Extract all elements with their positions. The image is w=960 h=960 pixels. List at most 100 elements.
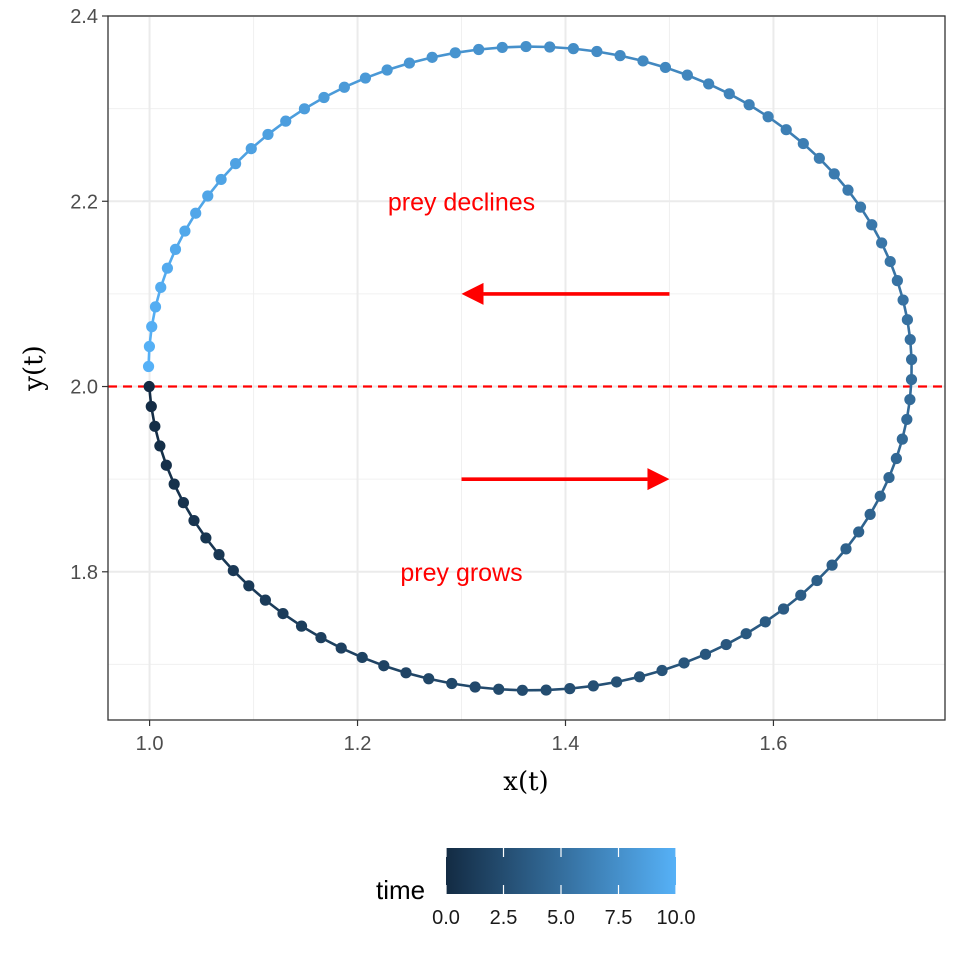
trajectory-point (891, 275, 903, 287)
y-tick-label: 2.0 (70, 377, 98, 399)
trajectory-point (896, 433, 908, 445)
trajectory-point (177, 497, 190, 509)
colorbar-tick-label: 7.5 (605, 907, 633, 929)
trajectory-point (149, 420, 161, 432)
trajectory-point (155, 281, 167, 293)
trajectory-point (423, 673, 435, 685)
trajectory-point (905, 353, 918, 366)
trajectory-point (897, 294, 909, 306)
annotation-layer: prey declines prey grows (388, 188, 535, 587)
trajectory-point (520, 40, 532, 53)
x-axis-title: x(t) (503, 767, 548, 797)
trajectory-point (884, 255, 896, 268)
trajectory-point (854, 201, 867, 213)
y-axis-ticks: 1.8 2.0 2.2 2.4 (70, 6, 108, 584)
colorbar-legend: time 0.0 2.5 5.0 7.5 10.0 (376, 848, 695, 929)
y-axis-title: y(t) (19, 345, 49, 391)
trajectory-point (797, 137, 809, 150)
trajectory-point (149, 301, 162, 313)
trajectory-point (591, 45, 603, 58)
trajectory-point (335, 642, 347, 654)
trajectory-point (473, 43, 485, 56)
trajectory-point (901, 413, 913, 426)
arrow-head (647, 468, 670, 491)
trajectory-point (659, 61, 672, 74)
trajectory-point (179, 225, 191, 237)
trajectory-point (611, 676, 623, 688)
trajectory-point (143, 340, 156, 353)
trajectory-point (813, 152, 825, 164)
trajectory-point (168, 478, 180, 490)
trajectory-point (780, 124, 792, 136)
trajectory-point (298, 103, 311, 115)
trajectory-point (160, 459, 172, 471)
trajectory-point (743, 99, 755, 111)
trajectory-point (143, 380, 155, 393)
trajectory-point (230, 158, 242, 170)
trajectory-point (740, 628, 752, 640)
trajectory-point (338, 81, 350, 93)
trajectory-point (564, 683, 576, 695)
trajectory-point (315, 632, 327, 644)
trajectory-point (904, 333, 916, 346)
trajectory-point (403, 57, 416, 69)
x-tick-label: 1.0 (136, 733, 164, 755)
trajectory-point (567, 43, 579, 55)
trajectory-point (426, 51, 438, 63)
trajectory-point (874, 490, 886, 502)
trajectory-point (318, 91, 330, 104)
trajectory-point (469, 681, 481, 693)
colorbar-tick-label: 0.0 (432, 907, 460, 929)
panel-border (107, 15, 946, 721)
trajectory-point (145, 400, 157, 413)
trajectory-point (243, 580, 255, 592)
trajectory-point (864, 508, 876, 520)
colorbar-tick-label: 5.0 (547, 907, 575, 929)
trajectory-point (446, 677, 458, 690)
trajectory-point (637, 55, 649, 67)
trajectory-point (540, 684, 552, 696)
trajectory-point (842, 184, 854, 196)
trajectory-point (876, 237, 888, 249)
arrow-head (461, 282, 484, 305)
trajectory-point (890, 452, 902, 465)
annotation-text: prey grows (400, 559, 522, 587)
trajectory-point (227, 564, 239, 577)
trajectory-point (678, 657, 690, 669)
trajectory-point (190, 207, 202, 219)
trajectory-point (245, 143, 257, 155)
colorbar-tick-label: 2.5 (490, 907, 518, 929)
trajectory-point (400, 667, 412, 679)
legend-title: time (376, 875, 425, 905)
trajectory-point (759, 616, 771, 628)
trajectory-point (901, 314, 913, 326)
trajectory-points (142, 40, 918, 696)
colorbar-ticks: 0.0 2.5 5.0 7.5 10.0 (432, 848, 695, 929)
x-tick-label: 1.4 (552, 733, 580, 755)
trajectory-point (811, 574, 823, 587)
trajectory-point (188, 514, 200, 527)
trajectory-point (840, 543, 852, 555)
arrow-layer (461, 282, 670, 491)
trajectory-point (720, 638, 732, 651)
trajectory-point (828, 168, 840, 180)
trajectory-point (633, 671, 646, 683)
annotation-text: prey declines (388, 188, 535, 216)
trajectory-point (883, 471, 895, 484)
trajectory-point (723, 88, 735, 100)
trajectory-point (213, 549, 225, 561)
trajectory-point (215, 173, 227, 186)
trajectory-point (762, 111, 774, 123)
trajectory-point (614, 50, 626, 62)
trajectory-point (449, 47, 461, 59)
x-tick-label: 1.2 (344, 733, 372, 755)
trajectory-point (295, 620, 308, 632)
trajectory-point (795, 589, 807, 601)
trajectory-point (656, 664, 668, 677)
trajectory-point (378, 660, 390, 672)
trajectory-point (904, 393, 916, 406)
trajectory-point (826, 559, 838, 571)
trajectory-point (356, 651, 368, 664)
trajectory-point (280, 115, 292, 127)
